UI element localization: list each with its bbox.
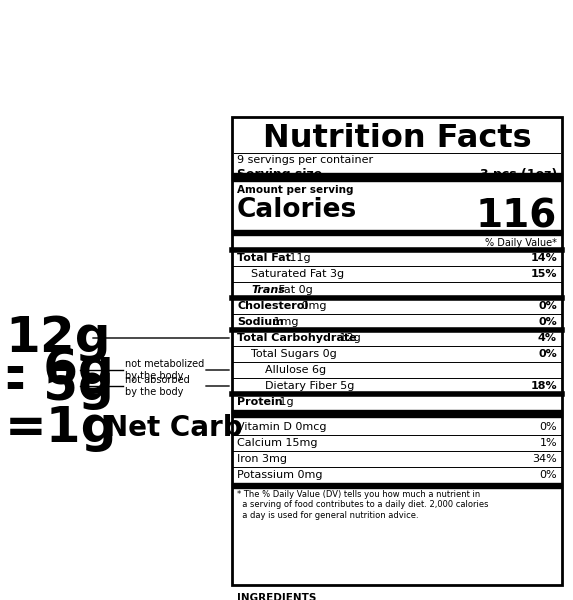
Text: Total Sugars 0g: Total Sugars 0g <box>251 349 337 359</box>
Text: 9 servings per container: 9 servings per container <box>237 155 373 165</box>
Text: Calories: Calories <box>237 197 357 223</box>
Text: 1g: 1g <box>276 397 293 407</box>
Text: 18%: 18% <box>531 381 557 391</box>
Text: Cholesterol: Cholesterol <box>237 301 308 311</box>
Text: Calcium 15mg: Calcium 15mg <box>237 438 317 448</box>
Text: Protein: Protein <box>237 397 282 407</box>
Text: Sodium: Sodium <box>237 317 284 327</box>
Text: 12g: 12g <box>5 314 111 362</box>
Text: Trans: Trans <box>251 285 285 295</box>
Text: 1mg: 1mg <box>270 317 299 327</box>
Text: Vitamin D 0mcg: Vitamin D 0mcg <box>237 422 327 432</box>
Text: 34%: 34% <box>532 454 557 464</box>
Text: Iron 3mg: Iron 3mg <box>237 454 287 464</box>
Text: 0%: 0% <box>539 422 557 432</box>
Text: not metabolized
by the body: not metabolized by the body <box>125 359 204 381</box>
Text: Serving size: Serving size <box>237 168 322 181</box>
Text: 0%: 0% <box>538 301 557 311</box>
Text: not absorbed
by the body: not absorbed by the body <box>125 375 190 397</box>
Text: Fat 0g: Fat 0g <box>275 285 313 295</box>
Text: 0mg: 0mg <box>297 301 326 311</box>
Text: Total Carbohydrate: Total Carbohydrate <box>237 333 356 343</box>
Text: 11g: 11g <box>286 253 311 263</box>
Text: * The % Daily Value (DV) tells you how much a nutrient in
  a serving of food co: * The % Daily Value (DV) tells you how m… <box>237 490 489 520</box>
Text: Nutrition Facts: Nutrition Facts <box>262 123 531 154</box>
Text: 3 pcs (1oz): 3 pcs (1oz) <box>480 168 557 181</box>
Text: Potassium 0mg: Potassium 0mg <box>237 470 323 480</box>
Text: 0%: 0% <box>538 317 557 327</box>
Text: Allulose 6g: Allulose 6g <box>265 365 326 375</box>
Text: =1g: =1g <box>5 404 117 452</box>
Text: 12g: 12g <box>336 333 361 343</box>
Bar <box>232 117 562 585</box>
Text: 4%: 4% <box>538 333 557 343</box>
Text: 0%: 0% <box>539 470 557 480</box>
Text: INGREDIENTS: INGREDIENTS <box>237 593 316 600</box>
Text: 116: 116 <box>476 197 557 235</box>
Text: Amount per serving: Amount per serving <box>237 185 354 195</box>
Text: - 6g: - 6g <box>5 346 114 394</box>
Text: 14%: 14% <box>530 253 557 263</box>
Text: Saturated Fat 3g: Saturated Fat 3g <box>251 269 344 279</box>
Text: Dietary Fiber 5g: Dietary Fiber 5g <box>265 381 354 391</box>
Text: 1%: 1% <box>539 438 557 448</box>
Text: 15%: 15% <box>531 269 557 279</box>
Text: % Daily Value*: % Daily Value* <box>485 238 557 248</box>
Text: Total Fat: Total Fat <box>237 253 291 263</box>
Text: 0%: 0% <box>538 349 557 359</box>
Text: Net Carb: Net Carb <box>105 414 242 442</box>
Text: - 5g: - 5g <box>5 362 114 410</box>
